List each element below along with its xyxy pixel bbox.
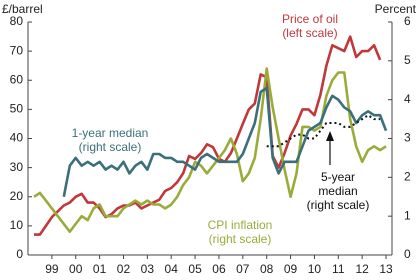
y-tick-label: 80	[10, 14, 24, 28]
x-tick-label: 04	[165, 262, 179, 276]
annotation: Price of oil	[282, 12, 338, 26]
x-tick-label: 03	[141, 262, 155, 276]
annotation: (right scale)	[79, 140, 142, 154]
x-tick-label: 12	[355, 262, 369, 276]
series-line	[266, 114, 381, 148]
x-tick-label: 02	[117, 262, 131, 276]
x-tick-label: 09	[284, 262, 298, 276]
x-tick-label: 00	[69, 262, 83, 276]
annotation: median	[318, 184, 357, 198]
y2-axis-title: Percent	[375, 2, 417, 16]
x-tick-label: 13	[379, 262, 393, 276]
y2-tick-label: 0	[404, 247, 411, 261]
annotation: CPI inflation	[208, 218, 273, 232]
y2-tick-label: 3	[404, 131, 411, 145]
series-line	[33, 67, 387, 233]
y2-tick-label: 5	[404, 53, 411, 67]
y-tick-label: 50	[10, 102, 24, 116]
y-tick-label: 40	[10, 131, 24, 145]
x-tick-label: 06	[212, 262, 226, 276]
series-line	[62, 86, 388, 198]
x-tick-label: 10	[308, 262, 322, 276]
y-tick-label: 30	[10, 160, 24, 174]
annotation: (right scale)	[307, 198, 370, 212]
y-tick-label: 70	[10, 43, 24, 57]
x-tick-label: 11	[332, 262, 345, 276]
annotation: 5-year	[321, 170, 355, 184]
y-tick-label: 10	[10, 218, 24, 232]
y2-tick-label: 2	[404, 170, 411, 184]
y-axis-title: £/barrel	[2, 2, 43, 16]
y-tick-label: 60	[10, 72, 24, 86]
annotation: 1-year median	[72, 126, 149, 140]
annotation: (left scale)	[282, 26, 337, 40]
series-line	[34, 35, 382, 236]
y-tick-label: 20	[10, 189, 24, 203]
y2-tick-label: 6	[404, 14, 411, 28]
x-tick-label: 07	[236, 262, 250, 276]
annotation-arrowhead	[326, 131, 334, 141]
x-tick-label: 99	[45, 262, 59, 276]
annotation: (right scale)	[209, 232, 272, 246]
x-tick-label: 08	[260, 262, 274, 276]
x-tick-label: 01	[93, 262, 107, 276]
x-tick-label: 05	[188, 262, 202, 276]
y2-tick-label: 4	[404, 92, 411, 106]
y2-tick-label: 1	[404, 208, 411, 222]
y-tick-label: 0	[16, 247, 23, 261]
